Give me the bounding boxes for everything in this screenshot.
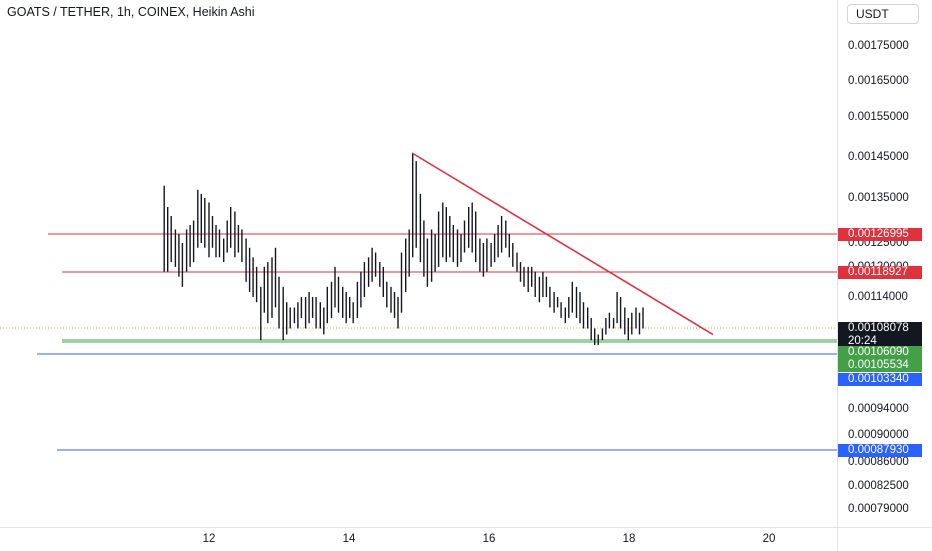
price-tick-label: 0.00135000 <box>848 192 909 204</box>
time-tick-label: 12 <box>202 533 216 545</box>
time-tick-label: 18 <box>622 533 636 545</box>
time-tick-label: 14 <box>342 533 356 545</box>
price-tick-label: 0.00114000 <box>848 291 908 303</box>
price-tick-label: 0.00094000 <box>848 403 909 415</box>
price-axis[interactable]: USDT 0.00175000 0.00165000 0.00155000 0.001… <box>837 0 932 550</box>
badge-blue-upper: 0.00103340 <box>838 373 922 386</box>
badge-countdown: 20:24 <box>838 335 922 348</box>
price-tick-label: 0.00155000 <box>848 111 909 123</box>
currency-button[interactable]: USDT <box>847 4 919 24</box>
price-tick-label: 0.00082500 <box>848 480 909 492</box>
horizontal-lines <box>0 233 837 451</box>
price-tick-label: 0.00175000 <box>848 40 909 52</box>
price-tick-label: 0.00145000 <box>848 151 909 163</box>
chart-plot-area[interactable] <box>0 0 837 527</box>
time-tick-label: 16 <box>482 533 496 545</box>
badge-last-price: 0.00108078 <box>838 322 922 335</box>
time-axis[interactable]: 12 14 16 18 20 <box>0 527 837 551</box>
trendline-resistance <box>411 152 714 336</box>
badge-support-upper: 0.00106090 <box>838 346 922 359</box>
badge-resistance-lower: 0.00118927 <box>838 266 922 279</box>
badge-resistance-upper: 0.00126995 <box>838 228 922 241</box>
price-tick-label: 0.00090000 <box>848 429 909 441</box>
badge-blue-lower: 0.00087930 <box>838 444 922 457</box>
time-tick-label: 20 <box>762 533 776 545</box>
price-tick-label: 0.00086000 <box>848 456 909 468</box>
candles <box>163 153 644 345</box>
price-tick-label: 0.00165000 <box>848 75 909 87</box>
price-tick-label: 0.00079000 <box>848 503 909 515</box>
trendlines <box>411 152 714 336</box>
badge-support-lower: 0.00105534 <box>838 359 922 372</box>
axis-corner <box>837 527 932 551</box>
chart-title: GOATS / TETHER, 1h, COINEX, Heikin Ashi <box>7 5 255 19</box>
